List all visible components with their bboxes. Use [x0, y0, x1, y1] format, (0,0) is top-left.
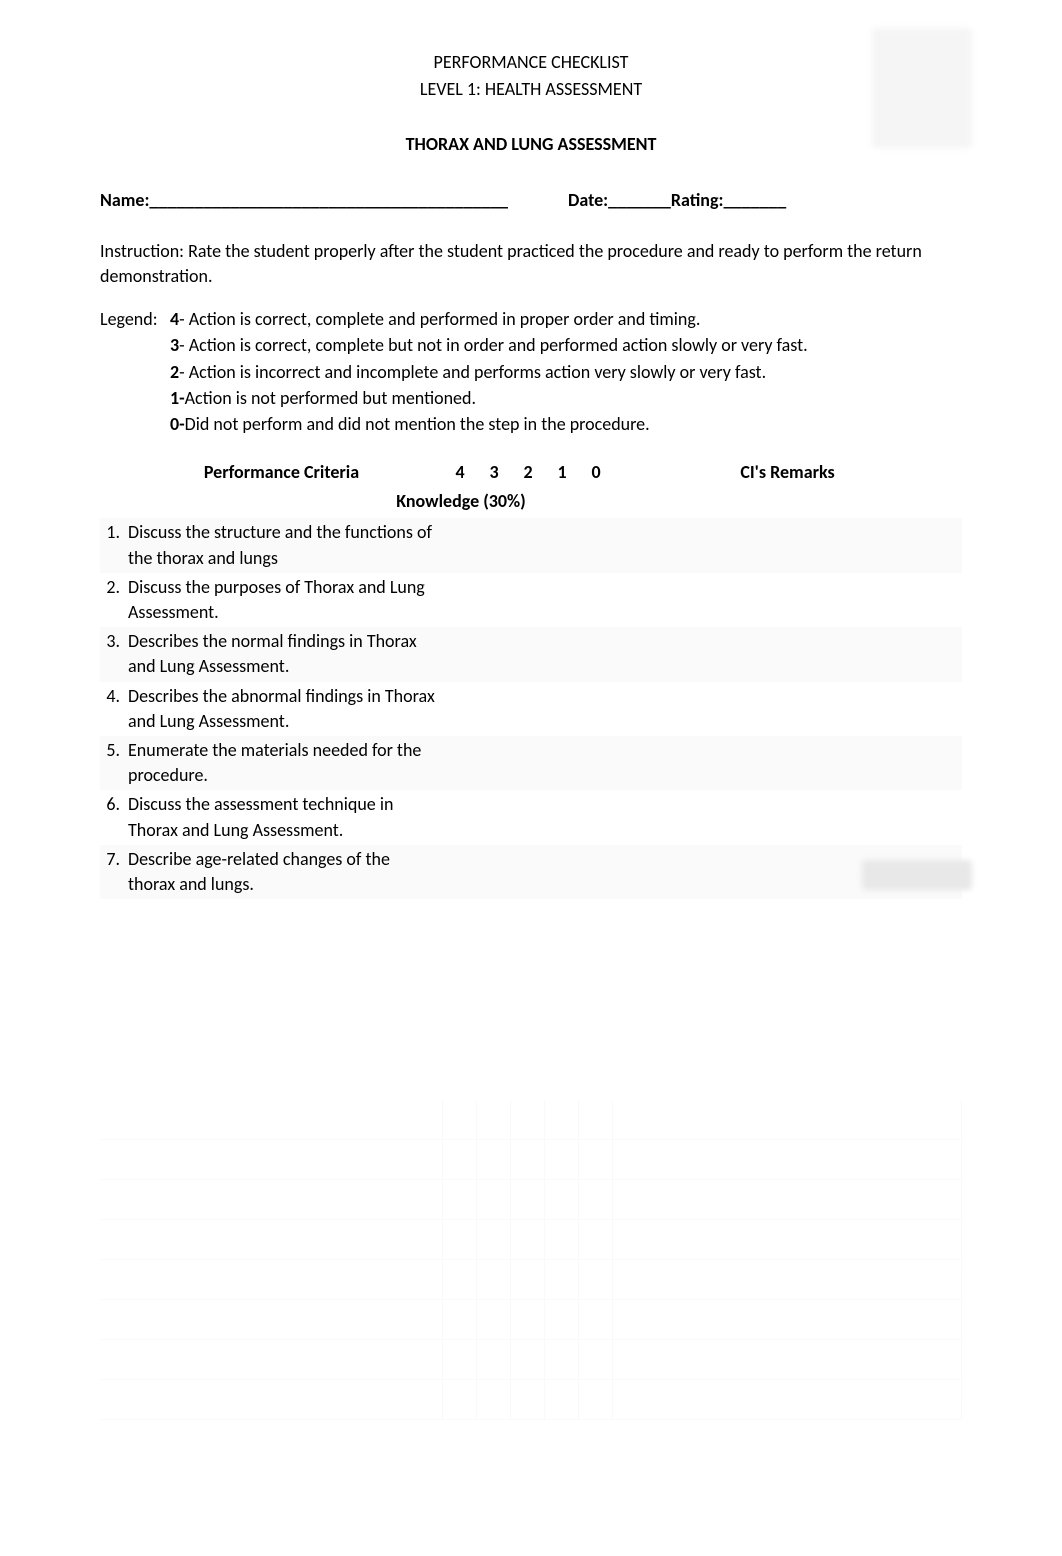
legend-num: 1- — [170, 387, 185, 409]
legend-text: - Action is correct, complete and perfor… — [179, 308, 700, 330]
legend-block: Legend: 4- Action is correct, complete a… — [100, 307, 962, 438]
date-label: Date: — [568, 188, 608, 214]
row-criteria: Discuss the structure and the functions … — [128, 520, 443, 570]
row-number: 7. — [100, 847, 128, 872]
ghost-row — [100, 1260, 962, 1300]
legend-item: 4- Action is correct, complete and perfo… — [170, 307, 962, 332]
score-header: 3 — [477, 460, 511, 485]
legend-text: - Action is incorrect and incomplete and… — [179, 361, 766, 383]
legend-item: 0-Did not perform and did not mention th… — [170, 412, 962, 437]
legend-label: Legend: — [100, 307, 170, 438]
row-number: 5. — [100, 738, 128, 763]
table-row: 4. Describes the abnormal findings in Th… — [100, 682, 962, 736]
ghost-row — [100, 1220, 962, 1260]
ghost-row — [100, 1340, 962, 1380]
row-criteria: Enumerate the materials needed for the p… — [128, 738, 443, 788]
legend-text: Did not perform and did not mention the … — [185, 413, 650, 435]
row-number: 1. — [100, 520, 128, 545]
legend-num: 4 — [170, 308, 179, 330]
ghost-table — [100, 1100, 962, 1420]
criteria-table: Performance Criteria 4 3 2 1 0 CI's Rema… — [100, 456, 962, 899]
row-number: 2. — [100, 575, 128, 600]
row-criteria: Discuss the assessment technique in Thor… — [128, 792, 443, 842]
row-number: 4. — [100, 684, 128, 709]
ghost-row — [100, 1300, 962, 1340]
legend-item: 2- Action is incorrect and incomplete an… — [170, 360, 962, 385]
watermark-top — [872, 28, 972, 148]
row-criteria: Describes the abnormal findings in Thora… — [128, 684, 443, 734]
name-label: Name: — [100, 188, 149, 214]
table-row: 3. Describes the normal findings in Thor… — [100, 627, 962, 681]
table-row: 5. Enumerate the materials needed for th… — [100, 736, 962, 790]
header-line-1: PERFORMANCE CHECKLIST — [100, 50, 962, 75]
name-blank[interactable]: ________________________________________ — [149, 188, 508, 214]
ghost-row — [100, 1100, 962, 1140]
ghost-row — [100, 1380, 962, 1420]
instruction-text: Instruction: Rate the student properly a… — [100, 239, 962, 289]
section-header: Knowledge (30%) — [100, 489, 962, 514]
legend-text: - Action is correct, complete but not in… — [179, 334, 808, 356]
table-row: 6. Discuss the assessment technique in T… — [100, 790, 962, 844]
legend-num: 0- — [170, 413, 185, 435]
score-header: 4 — [443, 460, 477, 485]
score-header: 0 — [579, 460, 613, 485]
header-line-2: LEVEL 1: HEALTH ASSESSMENT — [100, 77, 962, 102]
document-subtitle: THORAX AND LUNG ASSESSMENT — [100, 132, 962, 157]
legend-text: Action is not performed but mentioned. — [185, 387, 476, 409]
table-row: 7. Describe age-related changes of the t… — [100, 845, 962, 899]
row-criteria: Describes the normal findings in Thorax … — [128, 629, 443, 679]
form-fields-row: Name: __________________________________… — [100, 188, 962, 214]
ghost-row — [100, 1140, 962, 1180]
table-header-row: Performance Criteria 4 3 2 1 0 CI's Rema… — [100, 456, 962, 489]
legend-num: 2 — [170, 361, 179, 383]
legend-item: 3- Action is correct, complete but not i… — [170, 333, 962, 358]
row-number: 3. — [100, 629, 128, 654]
col-num-header — [100, 460, 128, 485]
legend-num: 3 — [170, 334, 179, 356]
date-blank[interactable]: _______ — [608, 188, 671, 214]
table-row: 1. Discuss the structure and the functio… — [100, 518, 962, 572]
table-row: 2. Discuss the purposes of Thorax and Lu… — [100, 573, 962, 627]
rating-label: Rating: — [671, 188, 724, 214]
document-header: PERFORMANCE CHECKLIST LEVEL 1: HEALTH AS… — [100, 50, 962, 158]
legend-items: 4- Action is correct, complete and perfo… — [170, 307, 962, 438]
score-header: 1 — [545, 460, 579, 485]
score-header: 2 — [511, 460, 545, 485]
remarks-header: CI's Remarks — [613, 460, 962, 485]
row-criteria: Discuss the purposes of Thorax and Lung … — [128, 575, 443, 625]
ghost-row — [100, 1180, 962, 1220]
rating-blank[interactable]: _______ — [723, 188, 786, 214]
criteria-header: Performance Criteria — [128, 460, 443, 485]
row-criteria: Describe age-related changes of the thor… — [128, 847, 443, 897]
legend-item: 1-Action is not performed but mentioned. — [170, 386, 962, 411]
watermark-mid — [862, 860, 972, 890]
row-number: 6. — [100, 792, 128, 817]
